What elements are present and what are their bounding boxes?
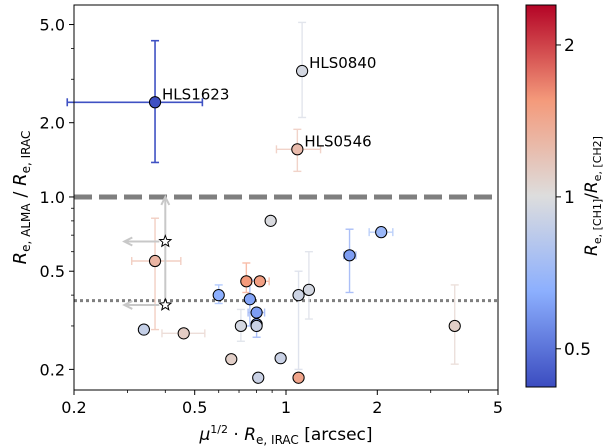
point-label: HLS0546 [304,132,371,150]
data-point [375,226,388,239]
colorbar-label: Re, [CH1]/Re, [CH2] [582,136,604,256]
data-point [250,319,263,333]
data-point [148,96,162,109]
plot-area: HLS1623 HLS0840 HLS0546 0.2 0.5 1 2 5 0.2 0.5 1.0 2… [10,4,503,447]
y-tick-label: 5.0 [40,16,65,35]
colorbar-gradient [525,4,557,388]
colorbar: 0.5 1 2 Re, [CH1]/Re, [CH2] [525,4,604,388]
data-point [250,306,263,319]
data-point [291,143,304,156]
data-point [252,371,265,384]
data-point [302,283,316,297]
data-point [253,275,266,288]
data-point [177,327,190,340]
data-point [448,319,461,333]
data-point [212,289,225,302]
data-point [274,352,287,365]
colorbar-tick-label: 2 [564,36,575,56]
colorbar-tick-label: 0.5 [564,340,591,360]
limit-up-arrow [160,194,171,206]
point-label: HLS0840 [309,54,376,72]
point-label: HLS1623 [162,85,229,103]
data-point [264,214,277,227]
x-axis-label: μ1/2 · Re, IRAC [arcsec] [198,423,372,447]
x-tick-label: 1 [281,398,291,417]
data-point [243,293,256,306]
y-tick-label: 2.0 [40,114,65,133]
limit-left-arrowhead [122,300,133,310]
x-tick-label: 2 [372,398,382,417]
data-point [295,64,309,78]
data-point [148,254,162,268]
data-point [240,275,253,288]
x-tick-label: 0.5 [182,398,207,417]
y-tick-label: 0.2 [40,360,65,379]
y-axis-label: Re, ALMA / Re, IRAC [10,131,33,265]
data-point [292,371,305,384]
data-point [225,353,238,366]
y-tick-label: 1.0 [40,188,65,207]
upper-limit-star [158,297,173,311]
limit-left-arrowhead [122,236,133,247]
data-point [343,249,356,262]
data-point [292,289,305,302]
data-point [137,323,150,336]
data-point [234,319,247,333]
x-tick-label: 0.2 [61,398,86,417]
upper-limit-star [158,234,173,248]
x-tick-label: 5 [493,398,503,417]
y-tick-label: 0.5 [40,262,65,281]
colorbar-tick-label: 1 [564,188,575,208]
